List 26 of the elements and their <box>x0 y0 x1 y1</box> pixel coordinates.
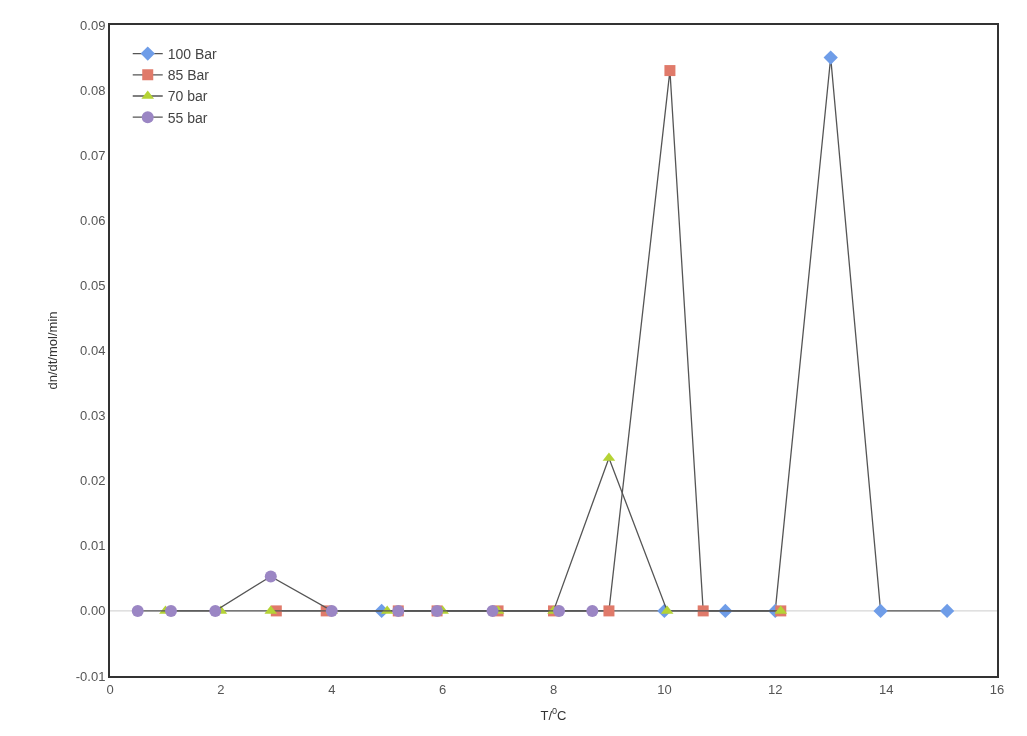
y-tick-label: 0.09 <box>80 17 106 33</box>
x-tick-label: 4 <box>328 681 336 697</box>
legend-label: 85 Bar <box>167 67 210 84</box>
y-tick-label: 0.08 <box>80 82 106 98</box>
y-tick-label: 0.05 <box>80 277 106 293</box>
x-tick-label: 2 <box>217 681 225 697</box>
x-tick-label: 16 <box>989 681 1005 697</box>
y-tick-label: -0.01 <box>75 668 106 684</box>
y-tick-label: 0.03 <box>80 408 106 424</box>
x-tick-label: 0 <box>106 681 114 697</box>
y-tick-label: 0.02 <box>80 473 106 489</box>
x-tick-label: 12 <box>768 681 783 697</box>
y-tick-label: 0.00 <box>80 603 106 619</box>
x-tick-label: 8 <box>549 681 558 697</box>
legend-label: 55 bar <box>167 109 208 126</box>
y-tick-label: 0.07 <box>80 147 106 163</box>
x-tick-label: 14 <box>878 681 894 697</box>
y-tick-label: 0.04 <box>80 343 106 359</box>
legend-label: 100 Bar <box>167 46 218 63</box>
y-axis-title: dn/dt/mol/min <box>45 311 61 390</box>
x-tick-label: 10 <box>657 681 672 697</box>
x-axis-title: T/$^{0}$C <box>540 706 567 723</box>
y-tick-label: 0.06 <box>80 212 106 228</box>
y-tick-label: 0.01 <box>80 538 106 554</box>
legend-label: 70 bar <box>167 88 208 105</box>
x-tick-label: 6 <box>439 681 447 697</box>
